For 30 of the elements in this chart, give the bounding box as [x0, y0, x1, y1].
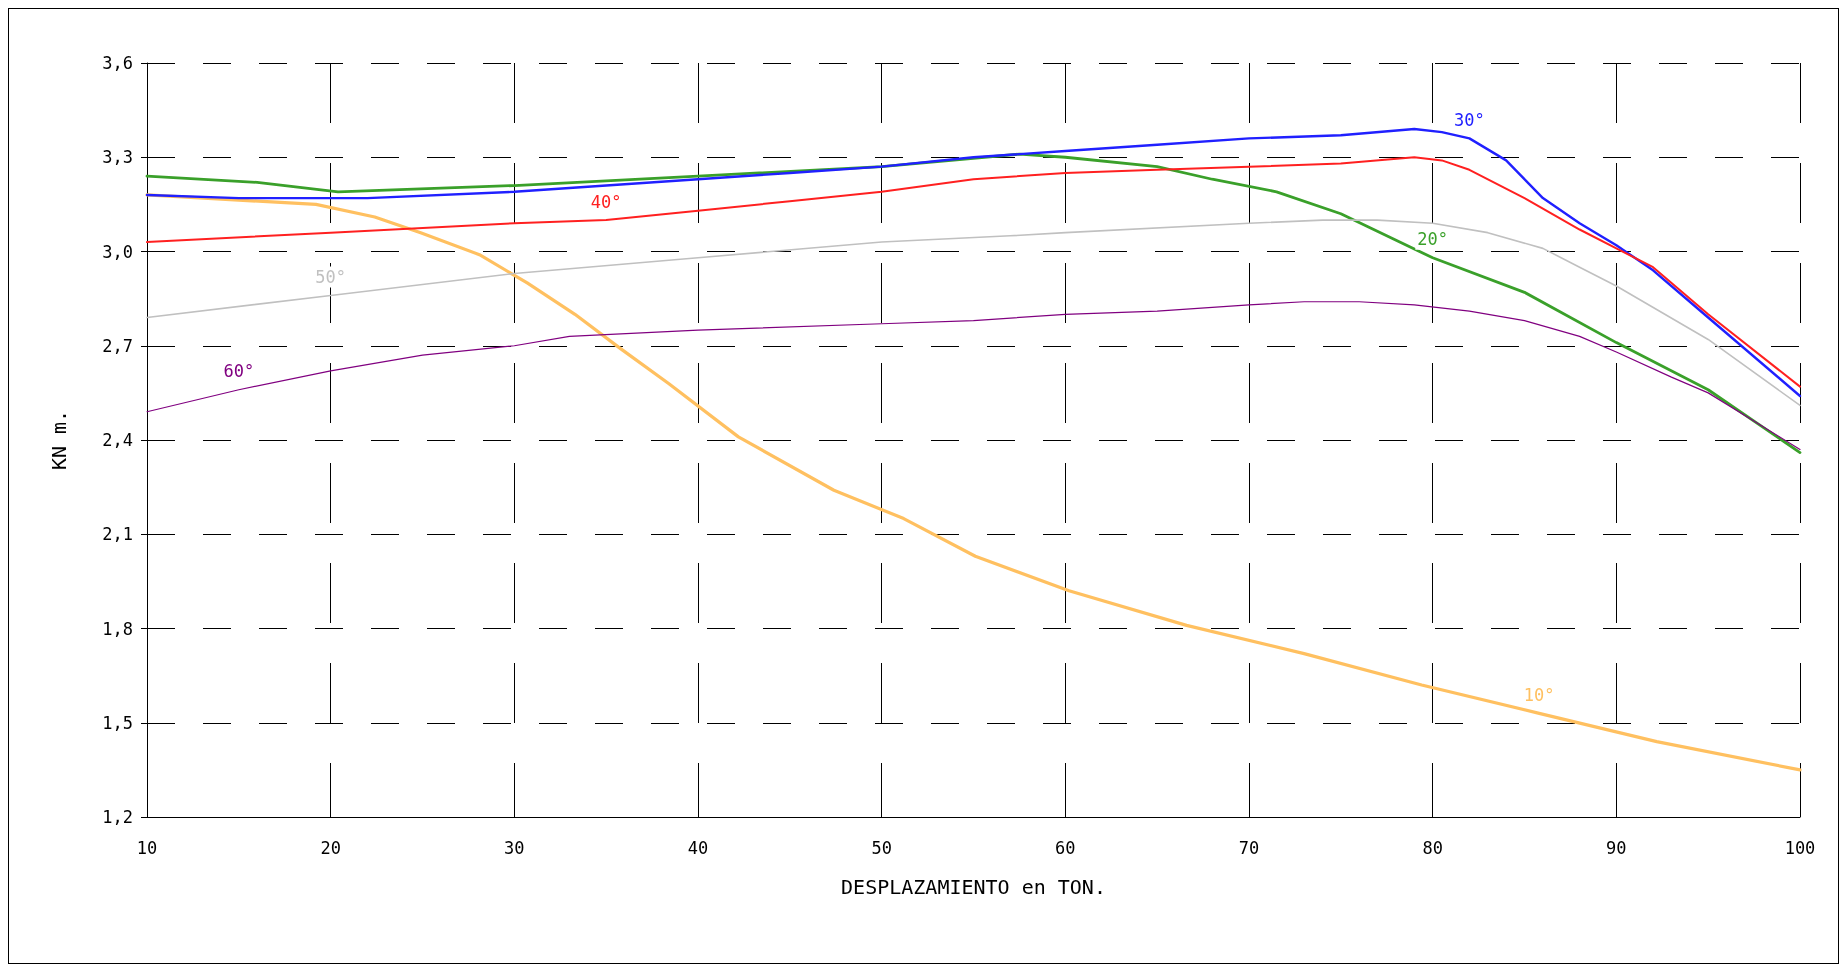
y-tick-label: 3,0: [102, 241, 133, 262]
x-tick-label: 90: [1606, 837, 1627, 858]
x-tick-label: 40: [687, 837, 709, 858]
y-tick-label: 3,6: [102, 53, 133, 73]
y-tick-label: 2,7: [102, 335, 133, 356]
series-label: 20°: [1417, 229, 1449, 250]
x-tick-label: 50: [871, 837, 892, 858]
line-series: [146, 301, 1801, 451]
x-tick-label: 70: [1238, 837, 1260, 858]
y-axis-title: KN m.: [47, 409, 71, 471]
x-tick-label: 80: [1422, 837, 1443, 858]
x-tick-label: 100: [1784, 837, 1816, 858]
x-tick-label: 30: [504, 837, 525, 858]
x-tick-label: 60: [1055, 837, 1076, 858]
series-label: 10°: [1523, 684, 1555, 705]
x-tick-label: 10: [136, 837, 158, 858]
y-tick-label: 2,4: [102, 430, 133, 450]
line-series: [146, 219, 1801, 407]
series-label: 60°: [223, 361, 255, 382]
series-label: 50°: [315, 266, 347, 287]
series-label: 30°: [1454, 109, 1485, 130]
y-tick-label: 2,1: [102, 524, 133, 545]
x-axis-title: DESPLAZAMIENTO en TON.: [841, 875, 1106, 899]
x-tick-label: 20: [320, 837, 341, 858]
line-series: [145, 193, 1802, 772]
y-tick-label: 3,3: [102, 147, 133, 168]
y-tick-label: 1,2: [102, 807, 133, 827]
y-tick-label: 1,5: [102, 712, 133, 733]
series-label: 40°: [590, 191, 622, 212]
y-tick-label: 1,8: [102, 618, 133, 639]
